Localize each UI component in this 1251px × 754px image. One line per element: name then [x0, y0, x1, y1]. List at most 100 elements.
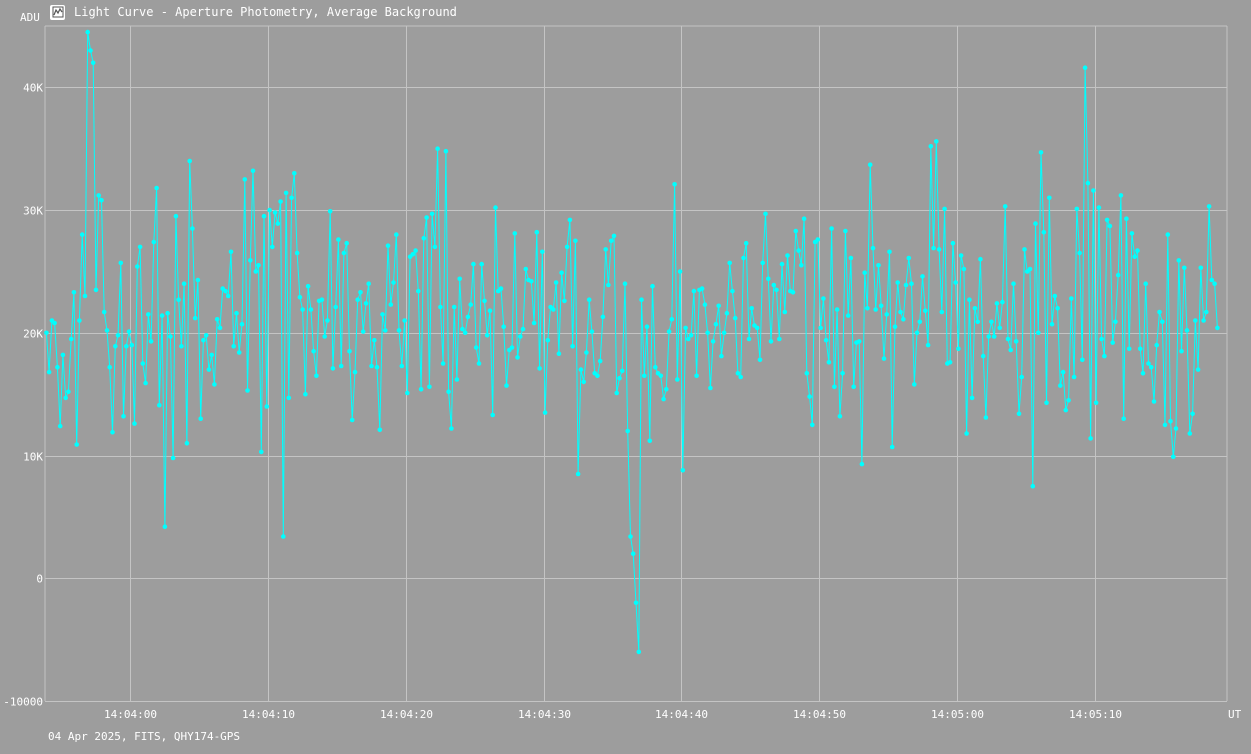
data-point: [790, 290, 796, 295]
data-point: [118, 260, 124, 266]
data-point: [1058, 383, 1063, 388]
data-point: [829, 226, 834, 231]
data-point: [898, 309, 903, 315]
data-point: [259, 449, 264, 455]
data-point: [1000, 299, 1005, 305]
data-point: [730, 288, 735, 294]
data-point: [859, 461, 865, 467]
data-point: [275, 221, 281, 226]
data-point: [661, 396, 666, 402]
data-point: [457, 276, 463, 282]
data-point: [810, 422, 815, 428]
data-point: [446, 389, 451, 395]
data-point: [1146, 361, 1151, 366]
data-point: [884, 312, 889, 317]
data-point: [912, 382, 917, 387]
data-point: [642, 373, 647, 379]
data-point: [947, 360, 953, 365]
data-point: [396, 328, 402, 333]
x-tick-label: 14:04:40: [655, 708, 708, 721]
chart-icon[interactable]: [50, 4, 65, 20]
data-point: [901, 317, 906, 322]
data-point: [388, 302, 394, 307]
data-point: [88, 48, 93, 53]
data-point: [1036, 330, 1041, 336]
data-point: [292, 171, 297, 176]
data-point: [1182, 265, 1187, 271]
data-point: [294, 250, 300, 256]
x-tick-label: 14:04:30: [518, 708, 571, 721]
data-point: [443, 148, 449, 154]
x-tick-label: 14:04:00: [104, 708, 157, 721]
data-point: [777, 336, 782, 342]
data-point: [818, 325, 823, 331]
data-point: [1038, 150, 1044, 155]
data-point: [746, 336, 752, 342]
data-point: [372, 337, 377, 343]
data-point: [936, 247, 942, 252]
data-point: [1151, 399, 1157, 404]
data-point: [953, 280, 958, 285]
data-point: [154, 185, 159, 191]
data-point: [168, 334, 173, 339]
data-point: [165, 310, 170, 316]
data-point: [799, 263, 804, 268]
data-point: [867, 162, 873, 167]
data-point: [68, 336, 74, 342]
data-point: [1082, 65, 1088, 70]
data-point: [664, 387, 669, 392]
data-point: [699, 286, 705, 291]
data-point: [873, 307, 878, 312]
data-point: [702, 302, 708, 307]
data-point: [225, 293, 231, 299]
data-point: [542, 410, 548, 415]
data-point: [135, 264, 140, 269]
data-point: [325, 318, 330, 323]
data-point: [950, 240, 956, 246]
data-point: [1148, 364, 1154, 370]
data-point: [101, 309, 107, 315]
data-point: [719, 353, 724, 359]
data-point: [622, 281, 628, 287]
data-point: [564, 244, 570, 250]
data-point: [179, 344, 184, 349]
data-point: [727, 260, 732, 266]
data-point: [754, 325, 760, 331]
y-tick-label: -10000: [3, 696, 43, 709]
data-point: [1091, 188, 1096, 193]
data-point: [575, 471, 581, 477]
data-point: [504, 383, 509, 388]
data-point: [355, 297, 361, 303]
data-point: [281, 534, 286, 539]
data-point: [534, 229, 540, 235]
data-point: [1013, 339, 1019, 344]
data-point: [796, 248, 801, 253]
data-point: [1074, 206, 1080, 212]
data-point: [980, 353, 986, 359]
data-point: [1030, 483, 1036, 489]
data-point: [793, 228, 799, 234]
data-point: [124, 344, 129, 349]
axis-labels: ADU UT: [20, 11, 1242, 721]
data-point: [74, 442, 79, 447]
data-point: [140, 361, 146, 366]
data-point: [327, 209, 333, 214]
data-point: [1088, 436, 1093, 441]
data-point: [391, 280, 396, 285]
data-point: [934, 139, 939, 144]
data-point: [1041, 229, 1047, 235]
data-point: [300, 307, 305, 312]
data-point: [823, 337, 829, 343]
data-point: [336, 237, 341, 242]
data-point: [429, 211, 435, 217]
data-point: [743, 240, 749, 246]
data-point: [129, 342, 135, 348]
data-point: [440, 361, 446, 366]
data-point: [705, 330, 710, 336]
data-point: [344, 240, 350, 246]
data-point: [322, 334, 328, 339]
data-point: [176, 297, 181, 303]
data-point: [253, 269, 259, 274]
data-point: [834, 307, 840, 312]
data-point: [405, 390, 410, 396]
